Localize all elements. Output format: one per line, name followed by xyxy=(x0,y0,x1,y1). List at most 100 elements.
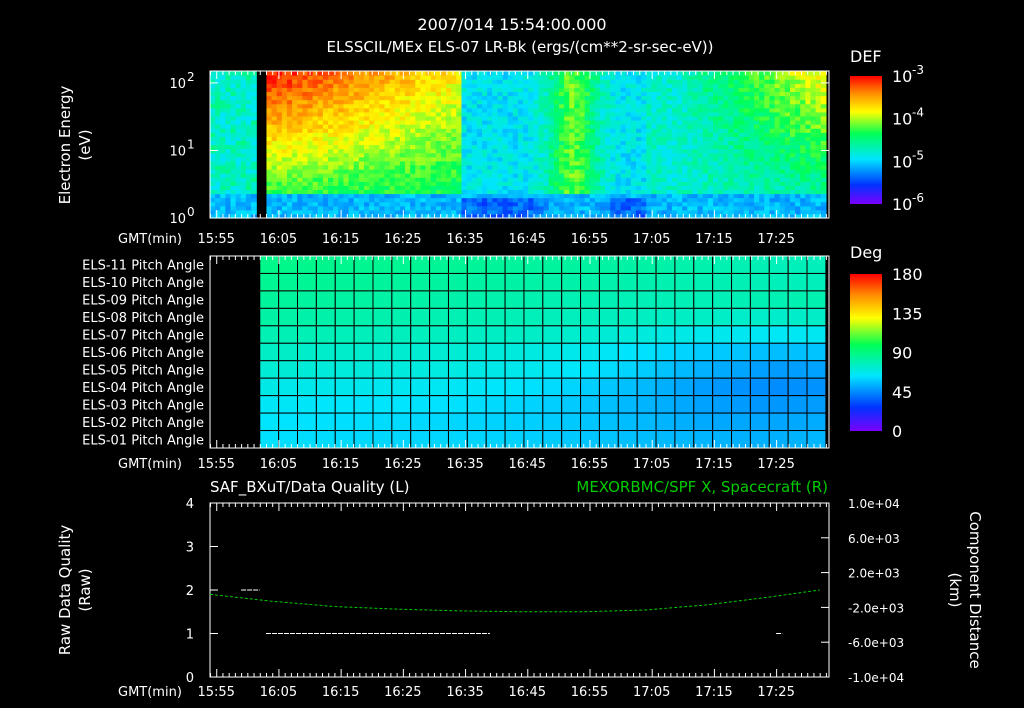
spectrogram-cell xyxy=(574,115,581,121)
spectrogram-cell xyxy=(759,136,765,142)
spectrogram-cell xyxy=(692,152,699,158)
spectrogram-cell xyxy=(328,201,334,207)
spectrogram-cell xyxy=(230,181,237,186)
pitch-angle-cell xyxy=(447,377,468,397)
spectrogram-cell xyxy=(692,193,699,199)
spectrogram-cell xyxy=(225,185,232,191)
spectrogram-cell xyxy=(507,169,514,174)
spectrogram-cell xyxy=(718,169,724,174)
spectrogram-cell xyxy=(410,140,416,146)
pitch-angle-cell xyxy=(731,272,751,292)
spectrogram-cell xyxy=(702,189,709,195)
spectrogram-cell xyxy=(800,87,806,93)
spectrogram-cell xyxy=(697,79,704,84)
spectrogram-cell xyxy=(656,124,663,129)
spectrogram-cell xyxy=(220,169,227,174)
spectrogram-cell xyxy=(451,128,457,133)
spectrogram-cell xyxy=(471,75,478,80)
spectrogram-cell xyxy=(225,152,232,158)
spectrogram-cell xyxy=(646,128,653,133)
spectrogram-cell xyxy=(671,173,678,178)
spectrogram-cell xyxy=(625,71,632,76)
spectrogram-cell xyxy=(317,185,324,191)
spectrogram-cell xyxy=(707,79,714,84)
spectrogram-cell xyxy=(630,181,637,186)
spectrogram-cell xyxy=(738,181,745,186)
spectrogram-cell xyxy=(446,79,452,84)
spectrogram-cell xyxy=(605,136,611,142)
spectrogram-cell xyxy=(276,201,283,207)
spectrogram-cell xyxy=(625,164,632,170)
spectrogram-cell xyxy=(507,160,514,166)
spectrogram-cell xyxy=(440,83,447,88)
spectrogram-cell xyxy=(697,181,704,186)
spectrogram-cell xyxy=(292,136,298,142)
spectrogram-cell xyxy=(245,193,252,199)
spectrogram-cell xyxy=(420,75,427,80)
spectrogram-cell xyxy=(564,75,570,80)
spectrogram-cell xyxy=(461,95,468,101)
spectrogram-cell xyxy=(451,177,457,182)
spectrogram-cell xyxy=(687,71,694,76)
spectrogram-cell xyxy=(625,95,632,101)
spectrogram-cell xyxy=(512,115,519,121)
pitch-angle-cell xyxy=(712,360,733,379)
spectrogram-cell xyxy=(435,120,442,125)
spectrogram-cell xyxy=(625,213,632,219)
spectrogram-cell xyxy=(502,189,509,195)
spectrogram-cell xyxy=(702,124,709,129)
pitch-angle-cell xyxy=(429,290,449,309)
spectrogram-cell xyxy=(538,111,545,117)
spectrogram-cell xyxy=(610,75,617,80)
spectrogram-cell xyxy=(276,177,283,182)
spectrogram-cell xyxy=(482,95,488,101)
spectrogram-cell xyxy=(338,79,345,84)
pitch-angle-cell xyxy=(334,255,355,274)
spectrogram-cell xyxy=(523,140,529,146)
spectrogram-cell xyxy=(656,209,663,215)
spectrogram-cell xyxy=(507,115,514,121)
spectrogram-cell xyxy=(245,124,252,129)
spectrogram-cell xyxy=(333,181,339,186)
spectrogram-cell xyxy=(764,115,771,121)
spectrogram-cell xyxy=(692,136,699,142)
spectrogram-cell xyxy=(358,83,365,88)
spectrogram-cell xyxy=(610,124,617,129)
spectrogram-cell xyxy=(769,144,776,150)
spectrogram-cell xyxy=(497,124,504,129)
pitch-angle-cell xyxy=(485,325,506,344)
spectrogram-cell xyxy=(235,75,242,80)
spectrogram-cell xyxy=(789,136,796,142)
spectrogram-cell xyxy=(292,128,298,133)
spectrogram-cell xyxy=(656,99,663,105)
spectrogram-cell xyxy=(538,124,545,129)
spectrogram-cell xyxy=(281,91,288,97)
spectrogram-cell xyxy=(774,185,781,191)
spectrogram-cell xyxy=(646,75,653,80)
spectrogram-cell xyxy=(389,75,396,80)
spectrogram-cell xyxy=(651,160,658,166)
spectrogram-cell xyxy=(774,115,781,121)
spectrogram-cell xyxy=(374,115,380,121)
spectrogram-cell xyxy=(702,75,709,80)
spectrogram-cell xyxy=(251,160,257,166)
spectrogram-cell xyxy=(754,201,760,207)
spectrogram-cell xyxy=(446,185,452,191)
spectrogram-cell xyxy=(641,205,647,211)
spectrogram-cell xyxy=(220,99,227,105)
spectrogram-cell xyxy=(271,128,278,133)
spectrogram-cell xyxy=(240,91,247,97)
spectrogram-cell xyxy=(215,156,221,162)
spectrogram-cell xyxy=(358,189,365,195)
spectrogram-cell xyxy=(502,75,509,80)
spectrogram-cell xyxy=(266,107,273,113)
spectrogram-cell xyxy=(779,189,786,195)
pitch-angle-cell xyxy=(655,307,676,327)
spectrogram-cell xyxy=(789,181,796,186)
spectrogram-cell xyxy=(815,173,822,178)
pitch-angle-cell xyxy=(787,360,808,379)
spectrogram-cell xyxy=(759,169,765,174)
spectrogram-cell xyxy=(805,111,812,117)
spectrogram-cell xyxy=(615,140,622,146)
spectrogram-cell xyxy=(789,99,796,105)
